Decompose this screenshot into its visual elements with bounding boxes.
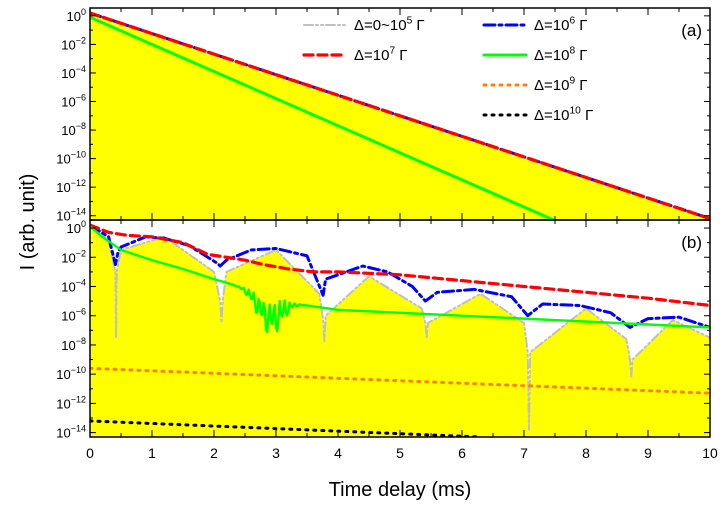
y-tick-label: 10−6 (61, 307, 86, 324)
legend-item: Δ=106 Γ (482, 16, 588, 34)
y-axis-label: I (arb. unit) (17, 174, 39, 271)
legend-item: Δ=1010 Γ (482, 106, 593, 124)
fill-area (90, 226, 710, 437)
y-tick-label: 10−14 (56, 424, 86, 441)
x-tick-label: 9 (644, 445, 652, 461)
x-tick-label: 5 (396, 445, 404, 461)
x-tick-label: 3 (272, 445, 280, 461)
plot-area (90, 223, 710, 437)
x-tick-label: 8 (582, 445, 590, 461)
y-tick-label: 10−10 (56, 150, 86, 167)
y-tick-label: 10−14 (56, 207, 86, 224)
x-tick-label: 1 (148, 445, 156, 461)
legend-item: Δ=108 Γ (482, 46, 588, 64)
legend-label: Δ=106 Γ (534, 16, 588, 34)
x-axis-label: Time delay (ms) (329, 479, 472, 501)
series-line (90, 366, 710, 395)
x-axis: 0 1 2 3 4 5 6 7 8 9 10 (86, 8, 718, 461)
y-tick-label: 10−10 (56, 365, 86, 382)
y-tick-label: 100 (67, 7, 86, 24)
legend-label: Δ=0~105 Γ (354, 16, 425, 34)
legend-item: Δ=107 Γ (302, 46, 408, 64)
x-tick-label: 7 (520, 445, 528, 461)
panel-b: 100 10−2 10−4 10−6 10−8 10−10 10−12 10−14 (b) (56, 219, 711, 441)
y-tick-label: 10−12 (56, 394, 86, 411)
panel-label: (b) (681, 233, 702, 252)
x-tick-label: 0 (86, 445, 94, 461)
y-tick-label: 10−4 (61, 64, 86, 81)
series-line (90, 223, 710, 308)
series-line (90, 419, 483, 437)
y-tick-label: 10−8 (61, 121, 86, 138)
series-line (90, 225, 710, 431)
x-tick-label: 2 (210, 445, 218, 461)
y-tick-label: 10−4 (61, 277, 86, 294)
y-tick-label: 100 (67, 219, 86, 236)
y-tick-label: 10−12 (56, 178, 86, 195)
y-tick-label: 10−2 (61, 248, 86, 265)
legend-label: Δ=1010 Γ (534, 106, 593, 124)
panel-a: 100 10−2 10−4 10−6 10−8 10−10 10−12 10−14 (a) (56, 7, 711, 224)
y-tick-label: 10−2 (61, 35, 86, 52)
y-tick-label: 10−6 (61, 93, 86, 110)
y-tick-label: 10−8 (61, 336, 86, 353)
legend-label: Δ=108 Γ (534, 46, 588, 64)
x-tick-label: 10 (702, 445, 718, 461)
x-tick-label: 6 (458, 445, 466, 461)
plot-area (90, 11, 710, 220)
legend: Δ=0~105 Γ Δ=106 Γ Δ=107 Γ Δ=108 Γ Δ=109 Γ Δ=1… (302, 16, 593, 124)
legend-label: Δ=107 Γ (354, 46, 408, 64)
series-line (90, 225, 710, 334)
x-tick-label: 4 (334, 445, 342, 461)
legend-item: Δ=0~105 Γ (303, 16, 425, 34)
legend-item: Δ=109 Γ (482, 76, 588, 94)
series-line (90, 11, 710, 220)
panel-label: (a) (681, 21, 702, 40)
legend-label: Δ=109 Γ (534, 76, 588, 94)
series-line (90, 15, 556, 220)
